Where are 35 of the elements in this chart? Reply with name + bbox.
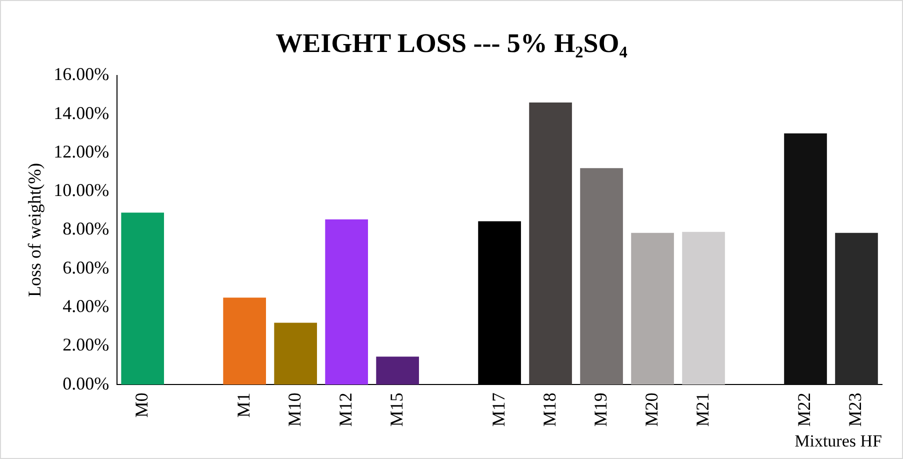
- bar: [682, 232, 725, 385]
- bar: [376, 356, 419, 385]
- y-axis-title: Loss of weight(%): [24, 163, 45, 297]
- y-tick-label: 10.00%: [54, 180, 110, 200]
- bar: [580, 168, 623, 385]
- y-tick-label: 14.00%: [54, 102, 110, 123]
- x-tick-label: M15: [386, 392, 406, 427]
- y-tick-label: 2.00%: [62, 334, 110, 355]
- y-tick-label: 16.00%: [54, 64, 110, 84]
- y-tick-label: 4.00%: [62, 296, 110, 316]
- x-tick-label: M0: [131, 392, 152, 418]
- x-tick-label: M20: [641, 392, 662, 427]
- bar: [835, 232, 878, 385]
- x-axis-title: Mixtures HF: [794, 431, 882, 450]
- bar: [631, 232, 674, 385]
- chart-title: WEIGHT LOSS --- 5% H₂SO₄: [276, 28, 628, 58]
- x-tick-label: M17: [488, 392, 508, 427]
- bar: [121, 212, 164, 385]
- bar: [223, 298, 266, 385]
- x-tick-label: M23: [845, 392, 866, 427]
- x-tick-label: M18: [539, 392, 560, 427]
- y-tick-label: 8.00%: [62, 218, 110, 239]
- x-tick-label: M21: [692, 392, 712, 427]
- bar: [529, 102, 572, 385]
- x-tick-label: M12: [335, 392, 356, 427]
- x-tick-label: M22: [794, 392, 814, 427]
- bar: [784, 133, 827, 385]
- y-tick-label: 6.00%: [62, 257, 110, 278]
- bar: [325, 219, 368, 385]
- y-tick-label: 12.00%: [54, 141, 110, 162]
- x-tick-label: M10: [284, 392, 304, 427]
- x-tick-label: M1: [233, 392, 254, 418]
- x-tick-label: M19: [590, 392, 610, 427]
- bar: [274, 322, 317, 385]
- y-tick-label: 0.00%: [62, 373, 110, 394]
